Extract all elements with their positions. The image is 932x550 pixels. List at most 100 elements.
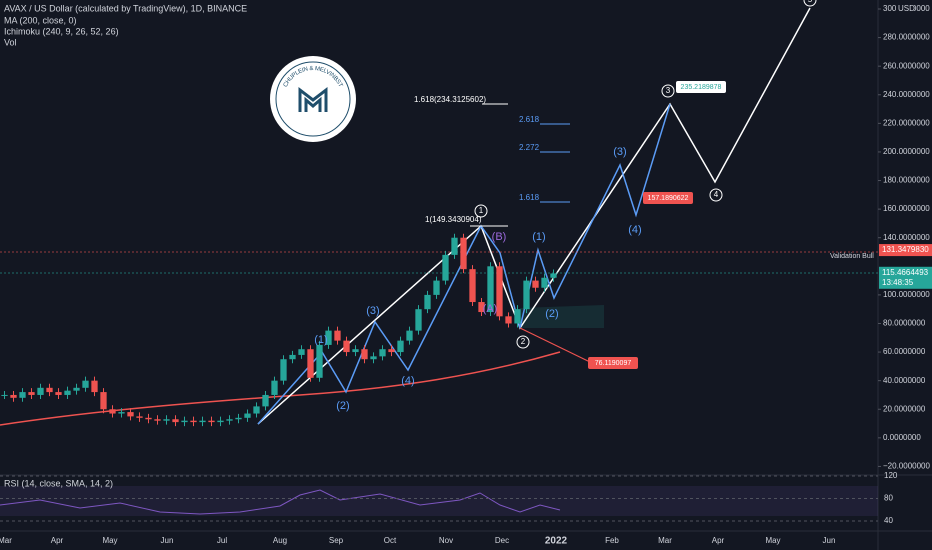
- price-tick-label: 240.0000000: [883, 90, 930, 99]
- wave-label: (1): [532, 231, 545, 243]
- wave-label: 3: [666, 86, 671, 95]
- target-tag-label: 76.1190097: [595, 360, 632, 367]
- candle: [442, 254, 449, 281]
- candle: [253, 406, 260, 414]
- annotation: 2.618: [519, 115, 540, 124]
- price-tick-label: 20.0000000: [883, 404, 926, 413]
- wave-circle: [661, 84, 675, 98]
- candle: [217, 420, 224, 423]
- indicator: MA (200, close, 0): [4, 15, 77, 25]
- candle: [181, 420, 188, 423]
- price-tick-label: 100.0000000: [883, 290, 930, 299]
- price-tick-label: 40.0000000: [883, 376, 926, 385]
- candle: [82, 380, 89, 388]
- price-tag-label: 115.4664493: [882, 268, 929, 277]
- candle: [514, 309, 521, 324]
- candle: [244, 413, 251, 418]
- price-tick-label: 200.0000000: [883, 147, 930, 156]
- candle: [28, 392, 35, 395]
- wave-label: (4): [401, 375, 414, 387]
- wave-circle: [709, 188, 723, 202]
- price-tick-label: 60.0000000: [883, 347, 926, 356]
- price-tick-label: −20.0000000: [883, 462, 930, 471]
- wave-label: (3): [366, 305, 379, 317]
- candle: [316, 344, 323, 378]
- candle: [298, 349, 305, 355]
- price-tick-label: 180.0000000: [883, 176, 930, 185]
- wave-label: (1): [314, 334, 327, 346]
- target-tag: [643, 192, 693, 204]
- candle: [532, 280, 539, 288]
- price-tick-label: 220.0000000: [883, 118, 930, 127]
- candle: [361, 349, 368, 360]
- candle: [46, 387, 53, 393]
- candle: [271, 380, 278, 395]
- wave-label: (4): [628, 224, 641, 236]
- rsi-tick-label: 40: [884, 516, 893, 525]
- candle: [163, 419, 170, 421]
- candle: [388, 349, 395, 353]
- candle: [370, 356, 377, 360]
- time-tick-label: Jul: [217, 536, 227, 545]
- annotation: 2.272: [519, 143, 540, 152]
- time-tick-label: May: [765, 536, 780, 545]
- wave-label: 2: [521, 337, 526, 346]
- candle: [550, 273, 557, 278]
- subwave-line: [257, 103, 671, 425]
- candle: [145, 417, 152, 420]
- candle: [208, 420, 215, 423]
- indicator: Ichimoku (240, 9, 26, 52, 26): [4, 26, 119, 36]
- candle: [406, 330, 413, 341]
- time-tick-label: Nov: [439, 536, 453, 545]
- candle: [478, 302, 485, 313]
- logo-ring: [275, 61, 351, 137]
- wave-label: (3): [613, 146, 626, 158]
- wave-circle: [803, 0, 817, 7]
- price-tick-label: 140.0000000: [883, 233, 930, 242]
- candle: [118, 412, 125, 414]
- candle: [154, 419, 161, 421]
- candle: [64, 390, 71, 395]
- candle: [325, 330, 332, 345]
- candle: [379, 349, 386, 357]
- candle: [172, 419, 179, 423]
- price-tick-label: 280.0000000: [883, 33, 930, 42]
- time-tick-label: Sep: [329, 536, 344, 545]
- time-tick-label: Mar: [658, 536, 672, 545]
- candle: [496, 266, 503, 317]
- time-tick-label: Dec: [495, 536, 509, 545]
- candle: [343, 340, 350, 353]
- rsi-band: [0, 486, 878, 516]
- validation-label: Validation Bull: [830, 253, 874, 260]
- target-tag-label: 235.2189878: [681, 84, 722, 91]
- rsi-title: RSI (14, close, SMA, 14, 2): [4, 478, 113, 488]
- price-tick-label: 80.0000000: [883, 319, 926, 328]
- candle: [352, 349, 359, 353]
- price-tag: [879, 266, 932, 289]
- symbol-title: AVAX / US Dollar (calculated by TradingV…: [4, 3, 247, 13]
- wave-label: 1: [479, 206, 484, 215]
- candle: [307, 349, 314, 378]
- time-tick-label: 2022: [545, 536, 568, 547]
- candle: [505, 316, 512, 324]
- candle: [280, 359, 287, 381]
- price-tick-label: 160.0000000: [883, 204, 930, 213]
- rsi-line: [0, 489, 561, 515]
- time-tick-label: Apr: [712, 536, 725, 545]
- candle: [469, 269, 476, 303]
- rsi-tick-label: 80: [884, 494, 893, 503]
- wave-label: (2): [336, 400, 349, 412]
- wave-circle: [474, 204, 488, 218]
- wave-label: (A): [483, 303, 498, 315]
- candle: [523, 280, 530, 310]
- time-tick-label: Mar: [0, 536, 12, 545]
- candle: [73, 387, 80, 391]
- wave-label: 5: [808, 0, 813, 4]
- candle: [1, 394, 8, 396]
- wave-label: 4: [714, 190, 719, 199]
- candle: [262, 394, 269, 407]
- candle: [541, 277, 548, 288]
- candle: [127, 412, 134, 417]
